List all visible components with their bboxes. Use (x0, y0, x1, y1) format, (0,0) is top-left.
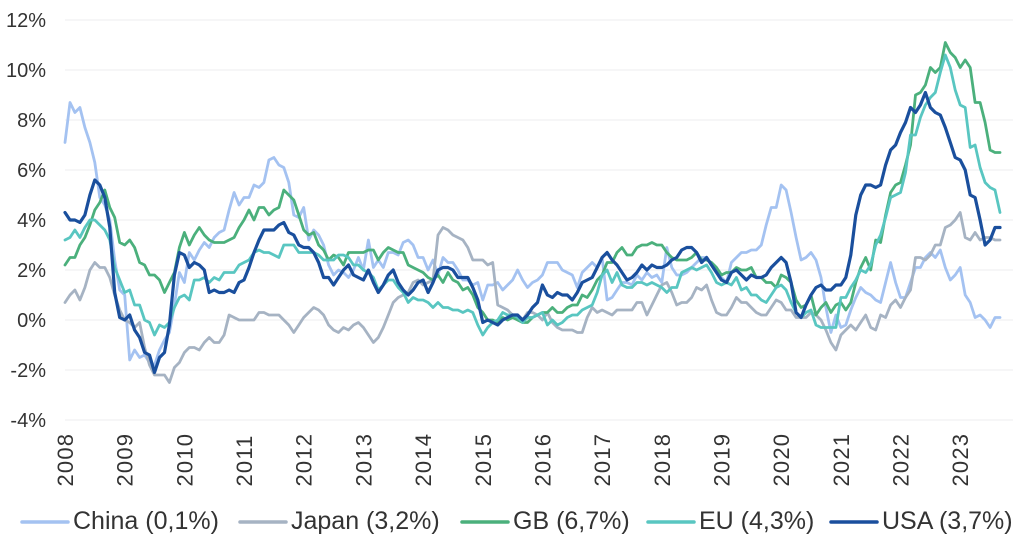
svg-text:2014: 2014 (411, 433, 436, 487)
svg-text:6%: 6% (17, 160, 46, 182)
svg-text:2013: 2013 (351, 433, 376, 487)
svg-text:-4%: -4% (10, 410, 46, 432)
svg-text:2010: 2010 (172, 433, 197, 487)
svg-text:2011: 2011 (232, 434, 257, 486)
svg-text:GB (6,7%): GB (6,7%) (513, 507, 630, 535)
svg-text:2023: 2023 (948, 433, 973, 487)
svg-text:Japan (3,2%): Japan (3,2%) (291, 507, 440, 535)
svg-text:2009: 2009 (113, 433, 138, 487)
svg-text:EU (4,3%): EU (4,3%) (699, 507, 814, 535)
svg-text:4%: 4% (17, 210, 46, 232)
svg-text:USA (3,7%): USA (3,7%) (882, 507, 1013, 535)
svg-text:2%: 2% (17, 260, 46, 282)
svg-text:2019: 2019 (710, 433, 735, 487)
svg-text:2020: 2020 (769, 433, 794, 487)
svg-text:2022: 2022 (889, 433, 914, 487)
svg-text:0%: 0% (17, 310, 46, 332)
svg-text:2017: 2017 (590, 433, 615, 487)
svg-text:2018: 2018 (650, 433, 675, 487)
svg-text:2012: 2012 (292, 433, 317, 487)
svg-text:12%: 12% (6, 10, 46, 32)
svg-text:-2%: -2% (10, 360, 46, 382)
svg-text:10%: 10% (6, 60, 46, 82)
svg-text:2016: 2016 (530, 433, 555, 487)
svg-text:2021: 2021 (829, 433, 854, 487)
svg-text:2008: 2008 (53, 433, 78, 487)
svg-text:China (0,1%): China (0,1%) (73, 507, 219, 535)
svg-text:2015: 2015 (471, 433, 496, 487)
svg-text:8%: 8% (17, 110, 46, 132)
